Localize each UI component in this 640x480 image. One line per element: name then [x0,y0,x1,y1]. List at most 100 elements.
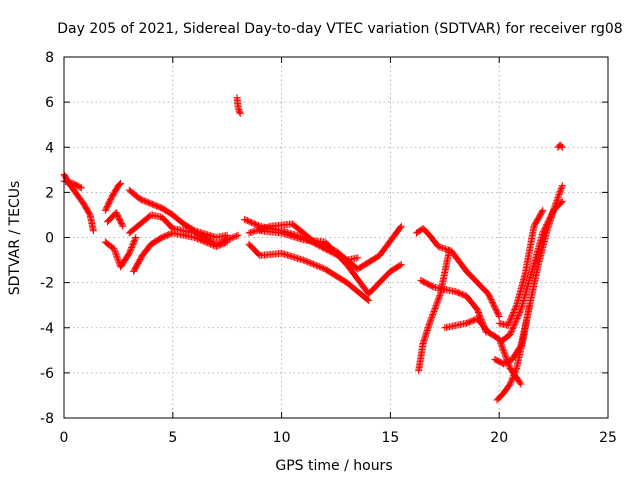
data-point [508,311,516,319]
data-point [442,245,450,253]
data-point [234,231,242,239]
data-point [558,143,566,151]
x-tick-label: 5 [168,430,177,446]
y-tick-label: 0 [45,231,54,247]
data-point [510,307,518,315]
data-point [128,242,136,250]
series-v [495,206,547,329]
data-point [495,312,503,320]
data-point [193,235,201,243]
y-tick-label: -4 [40,321,54,337]
y-axis-label: SDTVAR / TECUs [7,181,23,296]
data-point [501,350,509,358]
data-point [510,370,518,378]
data-point [231,232,239,240]
data-point [301,257,309,265]
data-point [426,318,434,326]
data-point [508,326,516,334]
data-point [307,259,315,267]
data-point [509,308,517,316]
data-point [556,189,564,197]
series-c [101,179,125,214]
y-tick-label: 6 [45,95,54,111]
data-point [365,297,373,305]
data-point [427,315,435,323]
data-point [354,254,362,262]
data-point [507,329,515,337]
data-point [512,317,520,325]
data-point [115,180,123,188]
series-w [554,141,566,151]
data-point [506,316,514,324]
series-n [256,227,405,298]
data-point [509,310,517,318]
data-point [511,306,519,314]
series-d [101,234,140,271]
data-point [505,319,513,327]
x-axis-ticks: 0 5 10 15 20 25 [60,57,617,446]
data-point [429,309,437,317]
data-point [499,345,507,353]
data-point [432,302,440,310]
data-point [113,254,121,262]
data-point [506,380,514,388]
data-point [553,197,561,205]
data-point [558,197,566,205]
data-point [199,237,207,245]
series-i [158,204,231,241]
data-point [507,379,515,387]
data-point [112,249,120,257]
data-point [510,372,518,380]
data-point [201,238,209,246]
data-point [223,238,231,246]
data-point [254,222,262,230]
x-tick-label: 20 [490,430,508,446]
x-tick-label: 10 [273,430,291,446]
data-point [111,248,119,256]
data-point [112,251,120,259]
data-point [509,323,517,331]
data-point [305,258,313,266]
data-point [506,331,514,339]
data-point [556,188,564,196]
data-points [60,94,566,404]
data-point [207,240,215,248]
series-u [497,197,566,345]
data-point [516,309,524,317]
data-point [510,322,518,330]
data-point [318,264,326,272]
data-point [396,223,404,231]
y-tick-label: -8 [40,411,54,427]
y-tick-label: -6 [40,366,54,382]
data-point [509,373,517,381]
data-point [508,313,516,321]
data-point [557,199,565,207]
data-point [311,261,319,269]
data-point [126,248,134,256]
y-axis-ticks: -8 -6 -4 -2 0 2 4 6 8 [40,50,608,427]
data-point [397,222,405,230]
data-point [396,261,404,269]
data-point [131,235,139,243]
data-point [511,304,519,312]
data-point [118,221,126,229]
data-point [430,308,438,316]
data-point [443,246,451,254]
data-point [77,184,85,192]
x-tick-label: 15 [381,430,399,446]
data-point [511,367,519,375]
data-point [516,379,524,387]
data-point [433,300,441,308]
data-point [495,311,503,319]
data-point [437,244,445,252]
data-point [429,282,437,290]
data-point [432,303,440,311]
data-point [195,235,203,243]
data-point [308,260,316,268]
x-tick-label: 0 [60,430,69,446]
data-point [129,239,137,247]
data-point [427,316,435,324]
data-point [397,261,405,269]
data-point [434,297,442,305]
data-point [517,380,525,388]
